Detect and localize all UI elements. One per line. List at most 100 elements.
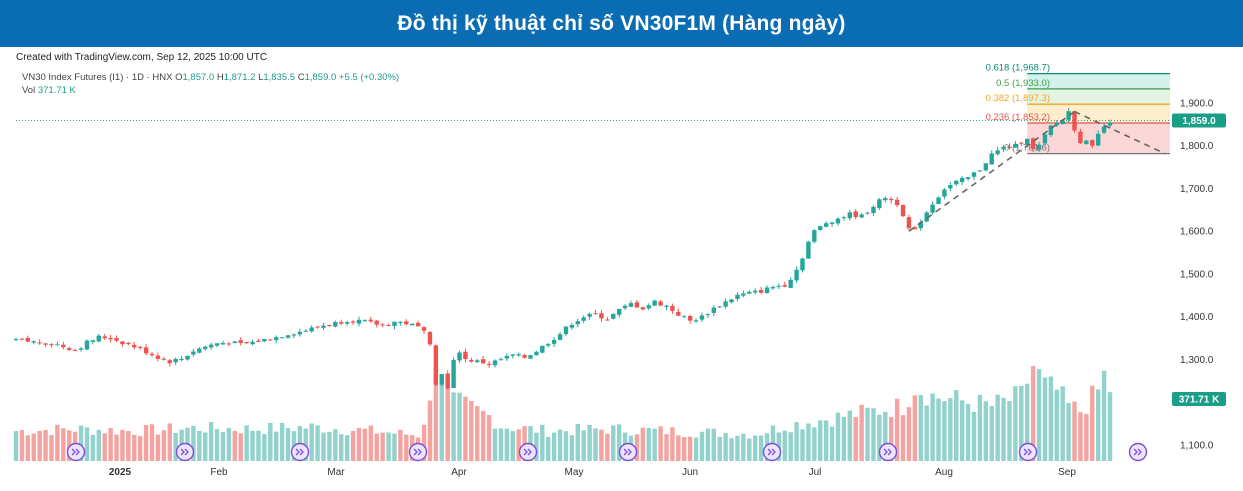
candle-body <box>114 338 119 341</box>
volume-bar <box>155 434 161 461</box>
volume-bar <box>534 432 539 461</box>
y-tick-label: 1,100.0 <box>1180 440 1214 451</box>
candle-body <box>865 212 870 214</box>
candle-body <box>273 337 279 341</box>
candle-body <box>871 206 876 214</box>
candle-body <box>705 314 711 316</box>
volume-bar <box>1066 403 1071 461</box>
candle-body <box>143 347 149 354</box>
volume-bar <box>161 430 167 461</box>
volume-tag-bg <box>1172 392 1226 406</box>
event-marker <box>1018 442 1038 462</box>
volume-bar <box>818 420 823 461</box>
volume-bar <box>646 427 651 461</box>
candle-body <box>1007 146 1012 148</box>
candle-body <box>859 214 864 218</box>
event-marker-icon <box>883 448 892 456</box>
candle-body <box>1072 111 1077 131</box>
chart-title: Đồ thị kỹ thuật chỉ số VN30F1M (Hàng ngà… <box>397 11 846 35</box>
candle-body <box>96 335 101 342</box>
volume-bar <box>43 429 48 461</box>
event-marker-icon <box>767 448 776 456</box>
candle-body <box>616 309 622 315</box>
event-marker <box>878 442 898 462</box>
candle-body <box>203 346 208 350</box>
candle-body <box>699 315 705 320</box>
volume-bar <box>126 430 131 461</box>
y-tick-label: 1,600.0 <box>1180 227 1214 238</box>
volume-bar <box>250 430 255 461</box>
volume-bar <box>451 392 456 461</box>
event-marker <box>66 442 86 462</box>
volume-bar <box>339 434 344 461</box>
candle-body <box>682 316 687 318</box>
candle-body <box>954 180 959 185</box>
candle-body <box>829 222 835 224</box>
candle-body <box>717 306 722 308</box>
volume-bar <box>463 396 468 461</box>
candle-body <box>711 307 716 313</box>
candle-body <box>587 313 592 317</box>
candle-body <box>841 217 847 219</box>
candle-body <box>664 305 669 307</box>
candle-body <box>1060 120 1065 125</box>
volume-bar <box>1095 389 1101 461</box>
y-tick-label: 1,300.0 <box>1180 355 1214 366</box>
last-price-tag: 1,859.0 <box>1182 116 1216 127</box>
event-marker <box>518 442 538 462</box>
volume-bar <box>439 379 444 461</box>
volume-bar <box>191 425 196 461</box>
volume-bar <box>427 400 433 461</box>
event-marker <box>762 442 782 462</box>
candle-body <box>847 212 853 219</box>
candle-body <box>936 197 941 204</box>
volume-bar <box>865 407 870 461</box>
volume-bar <box>457 392 462 461</box>
fib-zone <box>1027 88 1170 105</box>
candle-body <box>729 299 734 303</box>
candle-body <box>37 342 42 344</box>
candle-body <box>179 358 184 361</box>
candle-body <box>72 350 78 352</box>
candle-body <box>303 330 308 332</box>
y-tick-label: 1,400.0 <box>1180 312 1214 323</box>
event-marker-icon <box>623 448 632 456</box>
volume-bar <box>1042 377 1048 461</box>
candle-body <box>593 313 598 315</box>
candle-body <box>244 341 249 344</box>
volume-bar <box>847 410 853 461</box>
candle-body <box>634 302 640 308</box>
candle-body <box>374 320 379 325</box>
volume-bar <box>800 429 805 461</box>
candle-body <box>977 170 983 172</box>
volume-bar <box>1007 401 1012 461</box>
candle-body <box>510 354 515 356</box>
candle-body <box>404 321 409 325</box>
volume-bar <box>918 394 923 461</box>
candle-body <box>770 287 776 289</box>
candle-body <box>43 343 48 345</box>
fib-level-label: 0 (1,781.6) <box>1004 143 1050 154</box>
candle-body <box>676 311 681 316</box>
volume-bar <box>356 427 362 461</box>
candle-body <box>1107 122 1113 126</box>
volume-bar <box>912 395 918 461</box>
candle-body <box>551 339 557 344</box>
candle-body <box>652 300 657 306</box>
volume-bar <box>841 416 847 461</box>
candle-body <box>800 258 805 271</box>
volume-bar <box>1048 376 1054 461</box>
candle-body <box>622 305 628 309</box>
volume-bar <box>392 433 397 461</box>
candle-body <box>492 360 498 366</box>
volume-bar <box>664 434 669 461</box>
candle-body <box>309 327 314 332</box>
y-tick-label: 1,700.0 <box>1180 184 1214 195</box>
candle-body <box>214 343 220 346</box>
volume-bar <box>1025 383 1030 461</box>
candle-body <box>498 359 504 361</box>
candle-body <box>238 340 243 344</box>
volume-bar <box>1078 412 1083 461</box>
event-marker-icon <box>1023 448 1032 456</box>
volume-bar <box>362 428 368 461</box>
